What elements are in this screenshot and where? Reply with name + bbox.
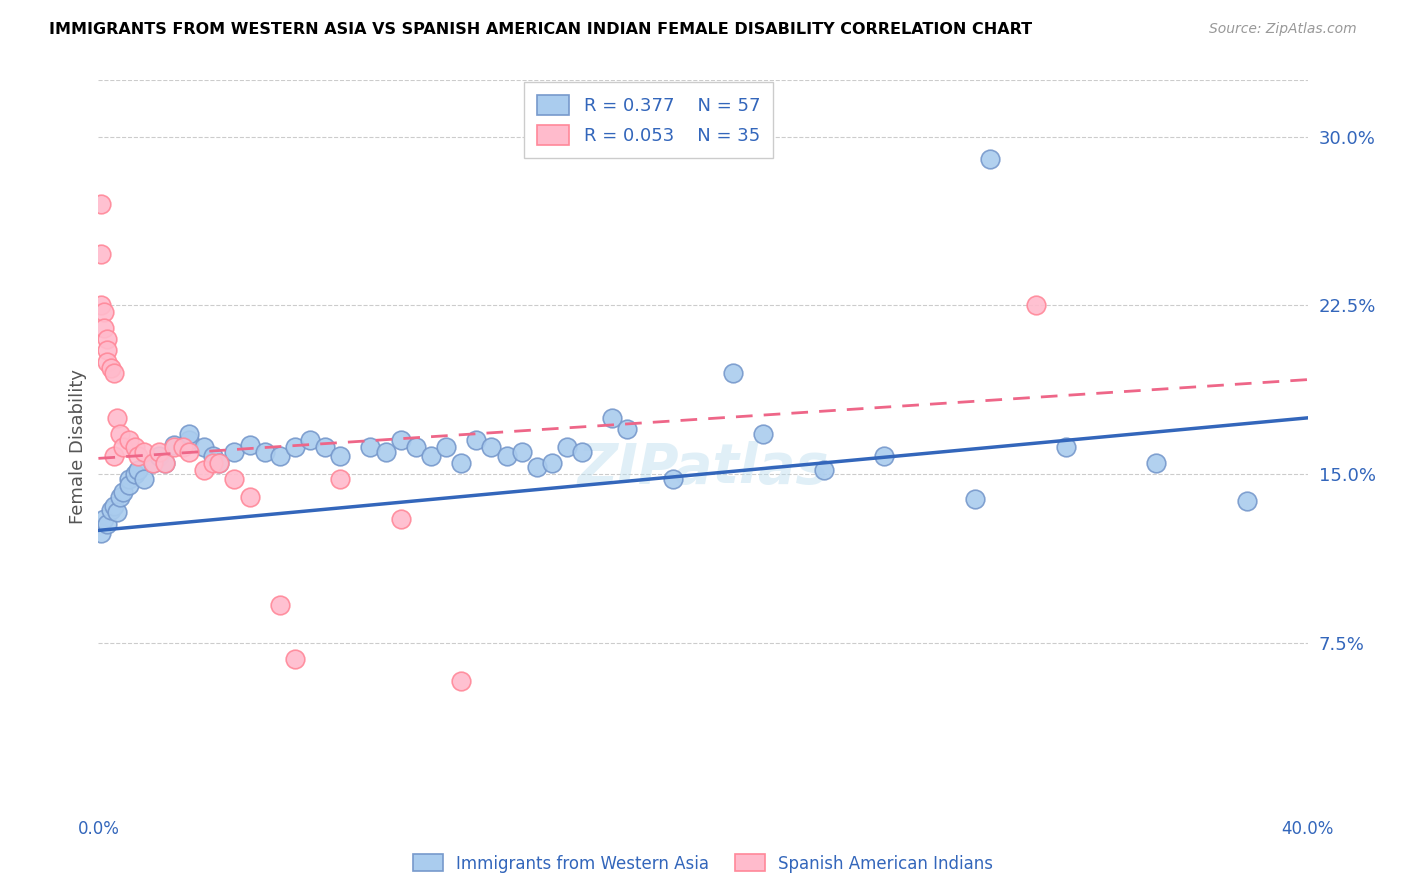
Point bbox=[93, 305, 115, 319]
Point bbox=[103, 449, 125, 463]
Point bbox=[103, 366, 125, 380]
Point bbox=[495, 449, 517, 463]
Point bbox=[329, 449, 352, 463]
Point bbox=[93, 321, 115, 335]
Point bbox=[239, 490, 262, 504]
Text: ZIPatlas: ZIPatlas bbox=[578, 441, 828, 495]
Point bbox=[239, 438, 262, 452]
Point bbox=[314, 440, 336, 454]
Point bbox=[661, 472, 683, 486]
Point bbox=[965, 491, 987, 506]
Point bbox=[253, 444, 276, 458]
Point bbox=[179, 434, 201, 448]
Point bbox=[108, 490, 131, 504]
Text: Source: ZipAtlas.com: Source: ZipAtlas.com bbox=[1209, 22, 1357, 37]
Point bbox=[193, 440, 215, 454]
Point bbox=[105, 410, 128, 425]
Point bbox=[224, 472, 246, 486]
Point bbox=[90, 197, 112, 211]
Point bbox=[202, 456, 225, 470]
Point bbox=[90, 298, 112, 312]
Point bbox=[90, 525, 112, 540]
Point bbox=[96, 354, 118, 368]
Point bbox=[153, 456, 176, 470]
Point bbox=[813, 462, 835, 476]
Legend: R = 0.377    N = 57, R = 0.053    N = 35: R = 0.377 N = 57, R = 0.053 N = 35 bbox=[524, 82, 773, 158]
Point bbox=[979, 152, 1001, 166]
Point bbox=[96, 343, 118, 358]
Point bbox=[723, 366, 745, 380]
Point bbox=[329, 472, 352, 486]
Y-axis label: Female Disability: Female Disability bbox=[69, 368, 87, 524]
Point bbox=[100, 503, 122, 517]
Point bbox=[100, 361, 122, 376]
Point bbox=[118, 478, 141, 492]
Point bbox=[179, 426, 201, 441]
Point bbox=[96, 332, 118, 346]
Point bbox=[172, 440, 194, 454]
Point bbox=[526, 460, 548, 475]
Point bbox=[420, 449, 443, 463]
Point bbox=[103, 499, 125, 513]
Point bbox=[481, 440, 503, 454]
Point bbox=[124, 467, 146, 482]
Text: IMMIGRANTS FROM WESTERN ASIA VS SPANISH AMERICAN INDIAN FEMALE DISABILITY CORREL: IMMIGRANTS FROM WESTERN ASIA VS SPANISH … bbox=[49, 22, 1032, 37]
Point bbox=[450, 456, 472, 470]
Point bbox=[405, 440, 427, 454]
Point bbox=[510, 444, 533, 458]
Point bbox=[450, 674, 472, 689]
Point bbox=[163, 438, 186, 452]
Point bbox=[127, 449, 149, 463]
Point bbox=[1024, 298, 1046, 312]
Point bbox=[90, 246, 112, 260]
Point bbox=[108, 426, 131, 441]
Point bbox=[193, 462, 215, 476]
Point bbox=[602, 410, 624, 425]
Point bbox=[1054, 440, 1077, 454]
Point bbox=[284, 440, 307, 454]
Point bbox=[93, 512, 115, 526]
Point bbox=[96, 516, 118, 531]
Point bbox=[284, 651, 307, 665]
Point bbox=[127, 462, 149, 476]
Legend: Immigrants from Western Asia, Spanish American Indians: Immigrants from Western Asia, Spanish Am… bbox=[406, 847, 1000, 880]
Point bbox=[111, 440, 134, 454]
Point bbox=[465, 434, 488, 448]
Point bbox=[873, 449, 896, 463]
Point bbox=[105, 505, 128, 519]
Point bbox=[360, 440, 382, 454]
Point bbox=[434, 440, 457, 454]
Point bbox=[389, 434, 412, 448]
Point bbox=[752, 426, 775, 441]
Point bbox=[111, 485, 134, 500]
Point bbox=[142, 456, 165, 470]
Point bbox=[389, 512, 412, 526]
Point bbox=[148, 444, 170, 458]
Point bbox=[118, 434, 141, 448]
Point bbox=[208, 456, 231, 470]
Point bbox=[616, 422, 638, 436]
Point bbox=[142, 456, 165, 470]
Point bbox=[148, 449, 170, 463]
Point bbox=[118, 472, 141, 486]
Point bbox=[224, 444, 246, 458]
Point bbox=[299, 434, 322, 448]
Point bbox=[555, 440, 578, 454]
Point bbox=[374, 444, 396, 458]
Point bbox=[202, 449, 225, 463]
Point bbox=[124, 440, 146, 454]
Point bbox=[269, 449, 291, 463]
Point bbox=[179, 444, 201, 458]
Point bbox=[163, 440, 186, 454]
Point bbox=[540, 456, 562, 470]
Point bbox=[571, 444, 593, 458]
Point bbox=[269, 598, 291, 612]
Point bbox=[132, 444, 155, 458]
Point bbox=[1144, 456, 1167, 470]
Point bbox=[1236, 494, 1258, 508]
Point bbox=[132, 472, 155, 486]
Point bbox=[208, 456, 231, 470]
Point bbox=[153, 456, 176, 470]
